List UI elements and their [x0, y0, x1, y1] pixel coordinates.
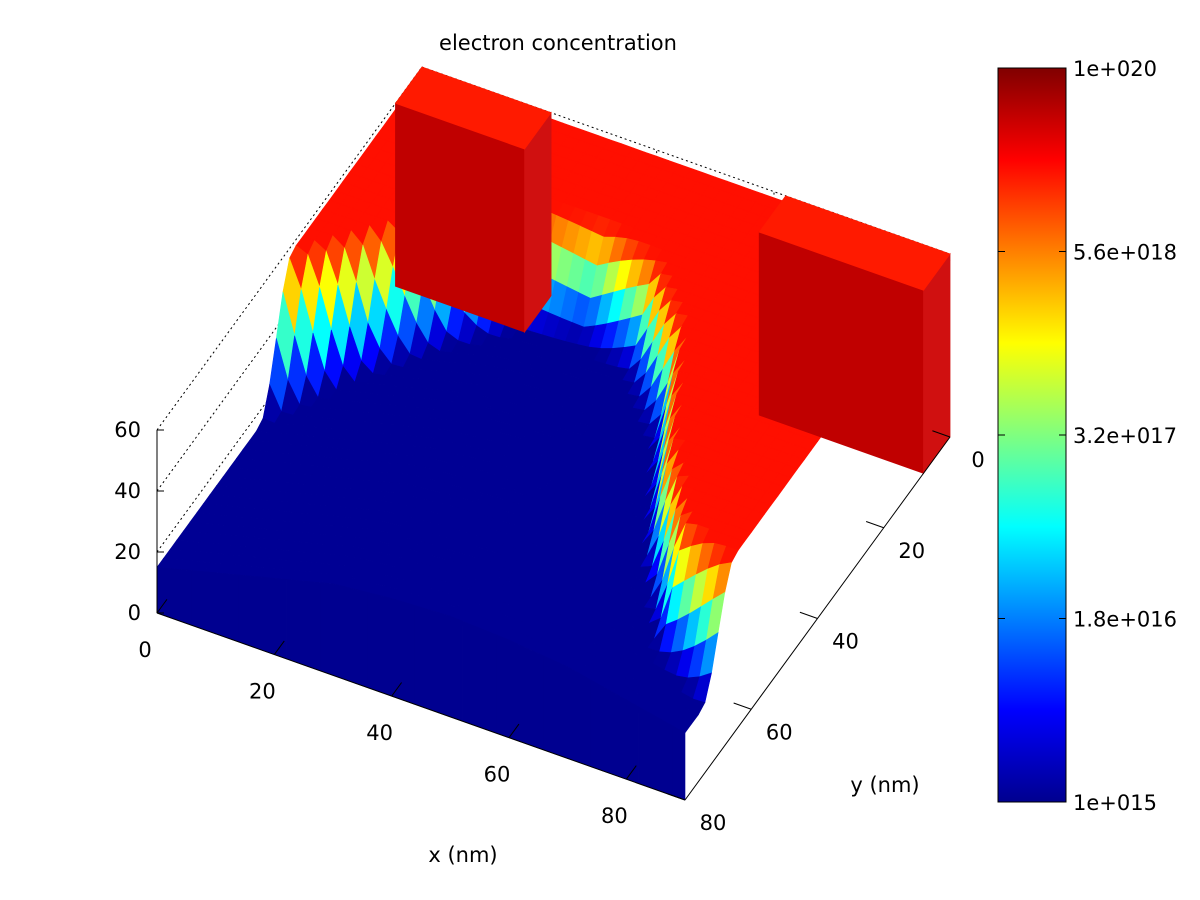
contact-block-drain — [758, 195, 951, 291]
surface-side — [532, 650, 545, 751]
y-tick-label: 20 — [898, 539, 925, 563]
surface-side — [426, 608, 439, 714]
axis-ticks: 0 20 40 60 80 0 20 40 60 80 0 20 40 60 — [114, 418, 984, 835]
y-tick-mark — [865, 521, 884, 529]
x-tick-label: 80 — [601, 804, 628, 828]
surface-side — [203, 571, 216, 635]
surface-side — [191, 570, 205, 631]
surface-side — [496, 634, 510, 739]
colorbar-tick-label: 5.6e+018 — [1073, 241, 1177, 265]
chart-title: electron concentration — [439, 31, 677, 55]
surface-side — [367, 592, 381, 693]
surface-side — [403, 601, 416, 705]
colorbar-gradient — [997, 67, 1067, 803]
y-tick-label: 80 — [700, 811, 727, 835]
surface-side — [309, 581, 322, 672]
x-tick-label: 60 — [484, 763, 511, 787]
contact-block-drain — [923, 252, 951, 475]
surface-side — [227, 573, 240, 643]
surface-side — [450, 615, 463, 722]
surface-side — [555, 661, 568, 759]
surface-side — [672, 725, 686, 801]
z-tick-label: 40 — [114, 479, 141, 503]
surface-side — [356, 589, 369, 689]
surface-side — [508, 639, 522, 743]
surface-side — [661, 719, 674, 797]
surface-side — [379, 595, 392, 697]
contact-block-source — [524, 111, 552, 334]
colorbar: 1e+015 1.8e+016 3.2e+017 5.6e+018 1e+020 — [997, 57, 1177, 815]
surface-side — [414, 605, 428, 710]
surface-side — [320, 582, 334, 676]
colorbar-tick-label: 1e+015 — [1073, 791, 1157, 815]
y-tick-mark — [932, 430, 951, 438]
surface-side — [649, 712, 662, 793]
surface-side — [637, 706, 651, 788]
z-tick-label: 20 — [114, 540, 141, 564]
x-tick-mark — [156, 599, 168, 614]
y-tick-mark — [667, 793, 686, 801]
surface-side — [238, 574, 252, 647]
surface-side — [262, 576, 275, 655]
y-tick-label: 0 — [971, 448, 984, 472]
contact-block-source — [394, 66, 552, 150]
surface-side — [250, 575, 263, 651]
electron-concentration-surface — [156, 66, 951, 801]
surface-side — [567, 666, 580, 764]
surface-side — [602, 686, 615, 776]
y-tick-mark — [799, 611, 818, 619]
surface-side — [579, 673, 592, 768]
z-tick-label: 0 — [128, 601, 141, 625]
surface-side — [461, 620, 475, 726]
surface-side — [473, 625, 486, 730]
colorbar-tick-label: 1.8e+016 — [1073, 608, 1177, 632]
surface-side — [215, 572, 228, 639]
colorbar-ticks: 1e+015 1.8e+016 3.2e+017 5.6e+018 1e+020 — [998, 57, 1177, 815]
x-tick-label: 0 — [138, 638, 151, 662]
z-tick-label: 60 — [114, 418, 141, 442]
x-tick-label: 40 — [366, 721, 393, 745]
surface-side — [590, 679, 604, 772]
surface-side — [344, 586, 357, 685]
y-axis-label: y (nm) — [850, 773, 919, 797]
x-tick-label: 20 — [249, 680, 276, 704]
surface-side — [543, 655, 557, 755]
y-tick-label: 40 — [832, 630, 859, 654]
surface-side — [614, 692, 627, 780]
surface-side — [520, 644, 533, 747]
surface-side — [180, 569, 193, 626]
surface-side — [391, 598, 404, 701]
surface-side — [332, 583, 346, 680]
surface-side — [438, 612, 451, 718]
colorbar-tick-label: 1e+020 — [1073, 57, 1157, 81]
x-tick-mark — [625, 765, 637, 780]
surface-side — [168, 568, 181, 622]
y-tick-mark — [733, 702, 752, 710]
x-tick-mark — [391, 682, 403, 697]
surface-side — [297, 580, 310, 668]
surface-side — [285, 579, 299, 664]
x-tick-mark — [508, 723, 520, 738]
x-axis-label: x (nm) — [428, 843, 497, 867]
y-tick-label: 60 — [766, 720, 793, 744]
surface-side — [485, 630, 498, 734]
x-tick-mark — [273, 640, 285, 655]
colorbar-tick-label: 3.2e+017 — [1073, 424, 1177, 448]
surface-side — [156, 566, 170, 618]
